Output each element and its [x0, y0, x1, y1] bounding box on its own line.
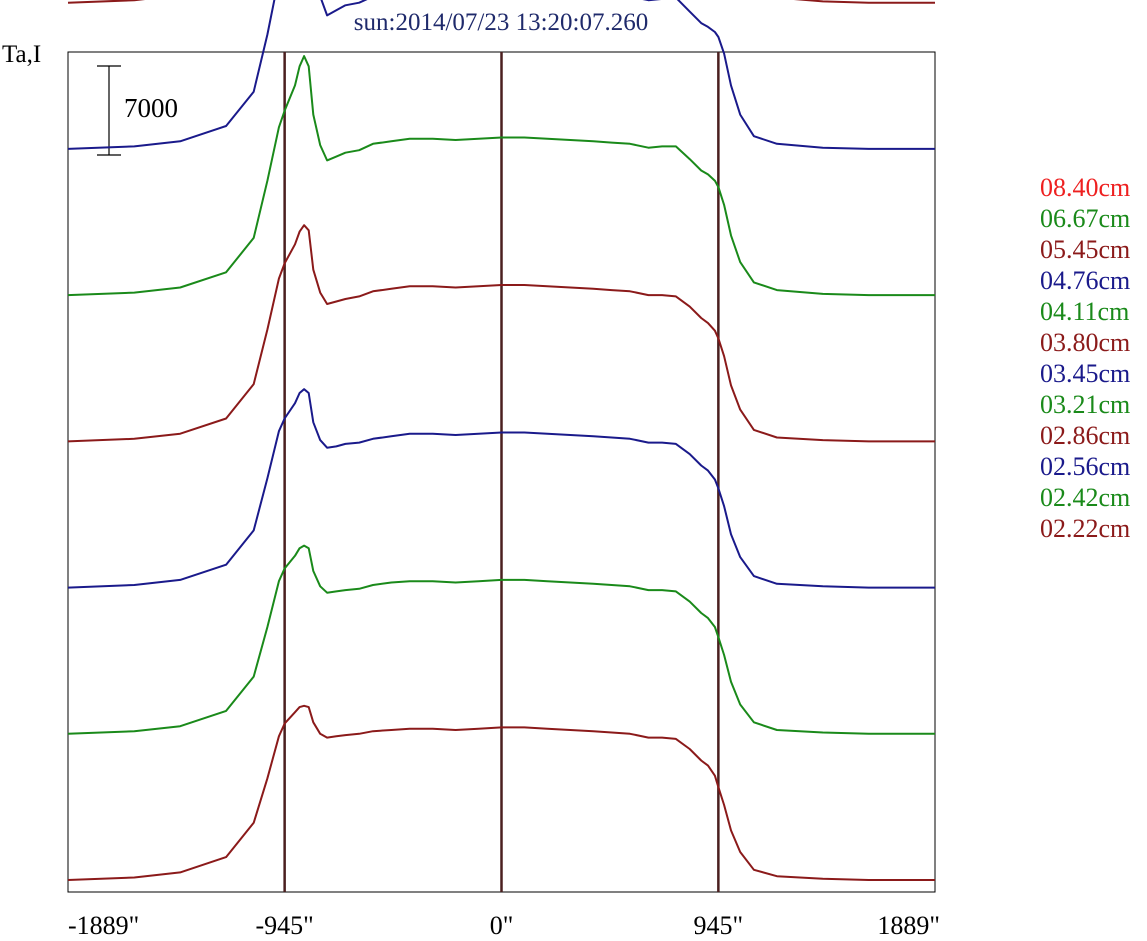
- chart-title: sun:2014/07/23 13:20:07.260: [354, 9, 648, 36]
- legend-entry-03.45cm: 03.45cm: [1040, 359, 1130, 388]
- x-tick-label: 1889": [877, 911, 940, 940]
- reference-lines: [283, 52, 720, 892]
- scale-bar-label: 7000: [124, 93, 178, 123]
- x-tick-label: 945": [694, 911, 744, 940]
- legend-entry-08.40cm: 08.40cm: [1040, 173, 1130, 202]
- series-line-02.22cm: [67, 704, 935, 881]
- legend-entry-02.42cm: 02.42cm: [1040, 483, 1130, 512]
- legend-entry-04.76cm: 04.76cm: [1040, 266, 1130, 295]
- x-tick-label: -1889": [68, 911, 139, 940]
- legend-entry-06.67cm: 06.67cm: [1040, 204, 1130, 233]
- legend-entry-04.11cm: 04.11cm: [1040, 297, 1129, 326]
- series-line-02.42cm: [67, 544, 935, 735]
- x-tick-label: -945": [255, 911, 313, 940]
- legend-entry-02.86cm: 02.86cm: [1040, 421, 1130, 450]
- legend-entry-02.56cm: 02.56cm: [1040, 452, 1130, 481]
- legend: 08.40cm06.67cm05.45cm04.76cm04.11cm03.80…: [1040, 173, 1130, 543]
- series-line-03.45cm: [67, 0, 935, 150]
- series-line-03.80cm: [67, 0, 935, 4]
- y-axis-label: Ta,I: [2, 41, 41, 68]
- x-tick-label: 0": [490, 911, 514, 940]
- legend-entry-03.21cm: 03.21cm: [1040, 390, 1130, 419]
- series-lines: [67, 0, 935, 881]
- series-line-02.86cm: [67, 224, 935, 443]
- legend-entry-02.22cm: 02.22cm: [1040, 514, 1130, 543]
- x-tick-labels: -1889" -945" 0" 945" 1889": [68, 911, 940, 940]
- series-line-03.21cm: [67, 55, 935, 297]
- legend-entry-05.45cm: 05.45cm: [1040, 235, 1130, 264]
- scale-bar: 7000: [97, 65, 178, 156]
- legend-entry-03.80cm: 03.80cm: [1040, 328, 1130, 357]
- series-line-02.56cm: [67, 388, 935, 589]
